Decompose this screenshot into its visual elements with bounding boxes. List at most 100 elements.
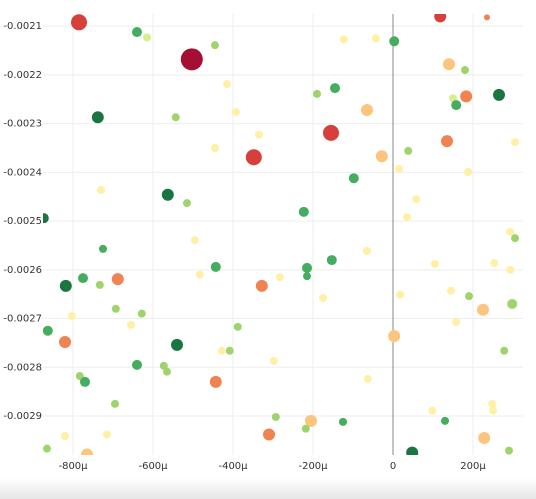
- point: [67, 312, 76, 321]
- point: [75, 372, 84, 381]
- point: [361, 103, 373, 116]
- point: [245, 149, 262, 166]
- point: [505, 446, 513, 455]
- point: [61, 431, 69, 440]
- point: [223, 80, 231, 89]
- point: [323, 124, 339, 141]
- y-tick-label: -0.0027: [3, 314, 42, 325]
- point: [195, 270, 204, 279]
- point: [111, 304, 120, 313]
- x-tick-label: 0: [390, 461, 396, 472]
- point: [159, 361, 168, 370]
- point: [339, 35, 348, 44]
- x-tick-label: 200μ: [460, 461, 486, 472]
- point: [99, 244, 107, 253]
- point: [404, 146, 413, 155]
- point: [348, 173, 359, 184]
- point: [441, 135, 453, 148]
- y-tick-label: -0.0023: [3, 119, 42, 130]
- point: [489, 406, 497, 415]
- point: [395, 164, 403, 173]
- point: [506, 227, 515, 236]
- point: [464, 167, 473, 176]
- point: [59, 335, 71, 348]
- point: [507, 298, 518, 309]
- y-tick-label: -0.0024: [3, 167, 42, 178]
- point: [431, 259, 439, 268]
- x-tick-label: -400μ: [218, 461, 248, 472]
- y-tick-label: -0.0026: [3, 265, 42, 276]
- x-tick-label: -200μ: [298, 461, 328, 472]
- point: [183, 199, 191, 208]
- point: [43, 213, 49, 224]
- point: [59, 279, 72, 292]
- point: [389, 36, 400, 47]
- point: [443, 58, 455, 71]
- point: [180, 48, 203, 71]
- point: [111, 399, 119, 408]
- point: [465, 292, 473, 301]
- point: [441, 416, 449, 425]
- footer-shade: [0, 478, 536, 499]
- point: [460, 90, 473, 103]
- point: [477, 303, 489, 316]
- x-tick-label: -800μ: [58, 461, 88, 472]
- point: [81, 448, 93, 455]
- point: [171, 113, 180, 122]
- point: [319, 294, 327, 303]
- point: [326, 255, 337, 266]
- point: [211, 144, 219, 153]
- point: [225, 346, 234, 355]
- grid: [43, 14, 523, 455]
- point: [434, 14, 447, 23]
- point: [217, 346, 226, 355]
- point: [132, 359, 142, 370]
- point: [127, 320, 135, 329]
- point: [412, 195, 421, 204]
- y-tick-label: -0.0028: [3, 362, 42, 373]
- point: [363, 374, 372, 383]
- point: [143, 33, 151, 42]
- point: [371, 34, 380, 43]
- point: [488, 399, 497, 408]
- point: [171, 338, 183, 351]
- y-tick-label: -0.0025: [3, 216, 42, 227]
- points: [43, 14, 519, 455]
- point: [303, 272, 311, 281]
- point: [233, 322, 242, 331]
- point: [461, 66, 469, 75]
- point: [269, 356, 278, 365]
- point: [231, 107, 240, 116]
- point: [91, 111, 104, 124]
- point: [302, 262, 312, 273]
- point: [490, 259, 499, 268]
- point: [111, 273, 124, 286]
- y-tick-label: -0.0029: [3, 411, 42, 422]
- point: [210, 261, 221, 272]
- point: [301, 424, 310, 433]
- point: [95, 280, 104, 289]
- point: [511, 234, 519, 243]
- y-tick-label: -0.0022: [3, 70, 42, 81]
- point: [275, 273, 284, 282]
- y-tick-label: -0.0021: [3, 21, 42, 32]
- point: [80, 376, 90, 387]
- point: [263, 428, 275, 441]
- point: [452, 317, 461, 326]
- point: [493, 88, 505, 101]
- point: [478, 431, 491, 444]
- point: [71, 14, 87, 31]
- point: [255, 130, 263, 139]
- point: [375, 150, 388, 163]
- point: [330, 83, 340, 94]
- point: [396, 290, 405, 299]
- point: [103, 430, 111, 439]
- point: [403, 213, 411, 222]
- point: [298, 206, 309, 217]
- point: [388, 330, 401, 343]
- point: [305, 414, 317, 427]
- point: [363, 246, 371, 255]
- point: [191, 236, 199, 245]
